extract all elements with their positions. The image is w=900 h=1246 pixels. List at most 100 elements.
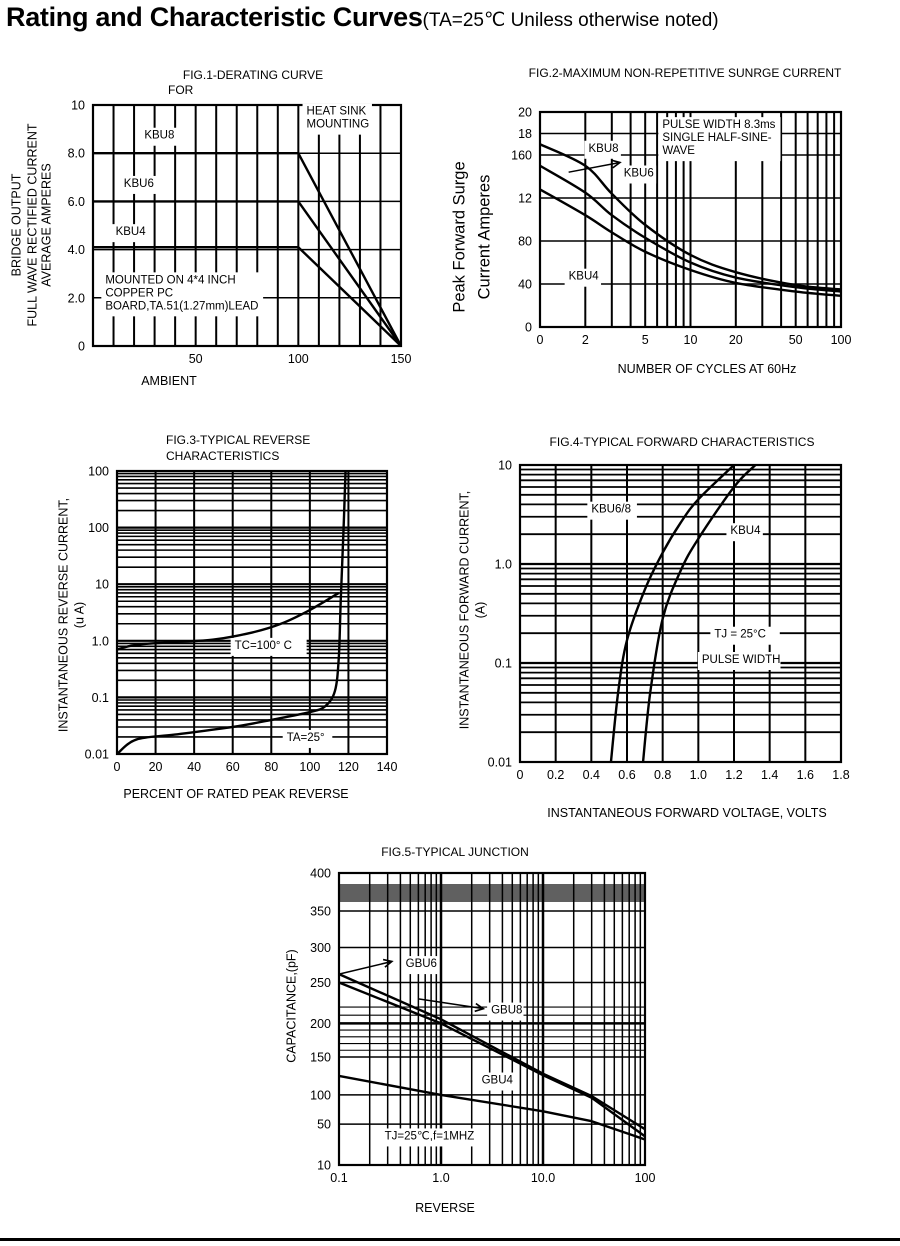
arrow-line: [568, 161, 621, 173]
fig1-annotation-label: KBU4: [116, 226, 147, 238]
annotation-background: [477, 1072, 514, 1091]
arrowhead-icon: [474, 1002, 486, 1013]
fig5-y-tick-label: 400: [310, 867, 331, 881]
arrowhead-icon: [382, 958, 394, 968]
annotation-background: [282, 729, 333, 748]
annotation-background: [697, 652, 781, 670]
fig3-x-tick-label: 0: [114, 760, 121, 774]
fig2-y-tick-label: 20: [518, 106, 532, 120]
fig4-y-axis-label: (A): [473, 602, 487, 619]
page-title-main: Rating and Characteristic Curves: [6, 2, 423, 32]
annotation-background: [230, 637, 307, 656]
annotation-background: [140, 127, 177, 146]
fig3-x-tick-label: 20: [149, 760, 163, 774]
fig3-title: FIG.3-TYPICAL REVERSE: [166, 433, 310, 447]
fig2-grid: [538, 110, 843, 329]
fig4-x-tick-label: 1.0: [690, 768, 707, 782]
fig4-y-tick-label: 0.1: [495, 657, 512, 671]
fig5-series-gbu6: [338, 973, 646, 1131]
fig5-y-tick-label: 150: [310, 1050, 331, 1064]
page-title: Rating and Characteristic Curves(TA=25℃ …: [6, 2, 719, 33]
fig1-y-tick-label: 8.0: [68, 147, 85, 161]
fig2-annotation-label: KBU8: [588, 143, 618, 155]
fig1-y-tick-label: 4.0: [68, 243, 85, 257]
fig1-annotation-label: KBU6: [124, 178, 154, 190]
annotation-background: [101, 272, 264, 317]
fig1-series-kbu4: [93, 246, 402, 347]
fig2-annotation-label: PULSE WIDTH 8.3ms: [662, 119, 775, 131]
fig2-x-tick-label: 5: [642, 333, 649, 347]
fig2-x-tick-label: 100: [831, 333, 852, 347]
fig5-y-tick-label: 200: [310, 1017, 331, 1031]
annotation-background: [487, 1002, 524, 1021]
annotation-background: [619, 165, 657, 184]
arrow-line: [418, 998, 484, 1010]
fig4-grid: [518, 463, 843, 764]
fig3-annotation-label: TC=100° C: [235, 640, 292, 652]
fig2-y-tick-label: 40: [518, 278, 532, 292]
fig5-annotation-label: GBU4: [482, 1075, 514, 1087]
fig5-series-gbu8: [338, 981, 646, 1138]
fig3-x-tick-label: 80: [264, 760, 278, 774]
fig1-annotation-label: MOUNTING: [307, 119, 370, 131]
fig1-x-tick-label: 150: [391, 352, 412, 366]
fig3-plot-frame: [115, 469, 389, 756]
fig5-y-tick-label: 50: [317, 1118, 331, 1132]
fig1-annotation-label: MOUNTED ON 4*4 INCH: [105, 274, 235, 286]
annotation-background: [111, 224, 148, 243]
fig1-plot-frame: [91, 103, 403, 348]
fig4-x-tick-label: 1.8: [832, 768, 849, 782]
fig5-series-gbu4: [338, 1074, 646, 1141]
fig1-y-tick-label: 2.0: [68, 291, 85, 305]
fig4-x-tick-label: 0: [517, 768, 524, 782]
fig4-plot-frame: [518, 463, 843, 764]
fig1-annotation-label: BOARD,TA.51(1.27mm)LEAD: [105, 300, 258, 312]
fig2-annotation-label: WAVE: [662, 145, 695, 157]
fig3-series-ta-25-: [116, 470, 347, 755]
fig1-series-kbu6: [93, 200, 402, 347]
fig4-annotation-label: PULSE WIDTH: [702, 654, 781, 666]
fig5-x-axis-label: REVERSE: [415, 1201, 475, 1215]
fig1-series-kbu8: [93, 152, 403, 347]
fig5-y-tick-label: 10: [317, 1159, 331, 1173]
fig3-y-axis-label: (u A): [72, 602, 86, 628]
fig2-y-tick-label: 80: [518, 235, 532, 249]
arrow-line: [338, 960, 393, 975]
fig5-x-tick-label: 0.1: [330, 1171, 347, 1185]
fig3-x-tick-label: 60: [226, 760, 240, 774]
fig3-y-axis-label: INSTANTANEOUS REVERSE CURRENT,: [56, 498, 70, 732]
fig2-annotations: [564, 117, 781, 287]
fig4-x-tick-label: 0.4: [583, 768, 600, 782]
fig1-annotation-label: COPPER PC: [105, 287, 173, 299]
fig1-title: FOR: [168, 83, 194, 97]
annotation-background: [119, 175, 157, 194]
fig4-annotations: [587, 501, 781, 670]
fig2-chart: FIG.2-MAXIMUM NON-REPETITIVE SUNRGE CURR…: [450, 66, 851, 376]
fig3-x-tick-label: 40: [187, 760, 201, 774]
fig4-x-tick-label: 1.6: [797, 768, 814, 782]
fig1-x-tick-label: 100: [288, 352, 309, 366]
fig2-title: FIG.2-MAXIMUM NON-REPETITIVE SUNRGE CURR…: [529, 66, 842, 80]
fig5-x-tick-label: 100: [635, 1171, 656, 1185]
fig5-annotation-label: GBU6: [406, 958, 437, 970]
fig4-y-axis-label: INSTANTANEOUS FORWARD CURRENT,: [457, 491, 471, 729]
fig3-x-tick-label: 100: [299, 760, 320, 774]
fig4-series-kbu6-8: [609, 464, 735, 763]
annotation-background: [710, 626, 780, 645]
fig1-y-tick-label: 6.0: [68, 195, 85, 209]
fig1-y-axis-label: BRIDGE OUTPUT: [9, 173, 23, 276]
fig1-x-tick-label: 50: [189, 352, 203, 366]
fig2-x-tick-label: 10: [684, 333, 698, 347]
fig5-y-tick-label: 300: [310, 941, 331, 955]
fig5-y-tick-label: 350: [310, 904, 331, 918]
fig5-annotation-label: TJ=25℃,f=1MHZ: [385, 1130, 475, 1142]
fig4-x-axis-label: INSTANTANEOUS FORWARD VOLTAGE, VOLTS: [547, 806, 826, 820]
fig5-plot-frame: [337, 871, 647, 1167]
fig3-x-axis-label: PERCENT OF RATED PEAK REVERSE: [123, 787, 348, 801]
fig5-y-tick-label: 250: [310, 976, 331, 990]
annotation-background: [658, 117, 781, 162]
fig2-x-tick-label: 50: [789, 333, 803, 347]
fig4-chart: FIG.4-TYPICAL FORWARD CHARACTERISTICS 0 0.…: [457, 435, 849, 820]
fig4-x-tick-label: 0.2: [547, 768, 564, 782]
